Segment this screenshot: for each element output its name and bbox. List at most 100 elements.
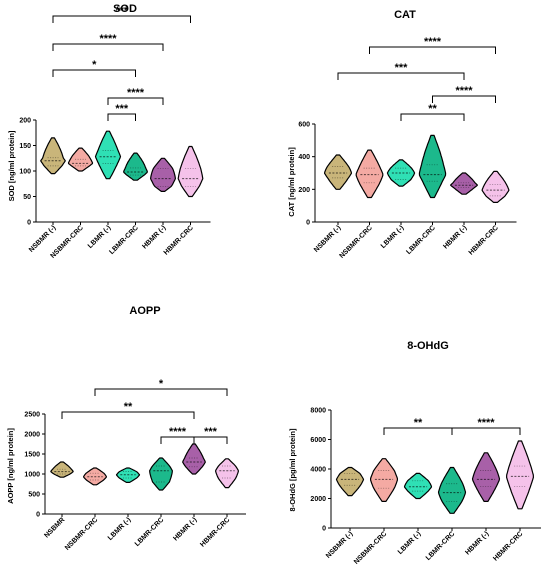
violin-shape	[149, 457, 173, 491]
category-label: NSBMR-CRC	[353, 530, 388, 565]
violin-shape	[355, 149, 384, 199]
category-label: NSBMR (-)	[325, 530, 354, 559]
y-tick-label: 8000	[310, 408, 326, 415]
aopp-panel: AOPP AOPP [ng/ml protein] 0 500 1000 1500 20…	[6, 305, 246, 552]
violin-shape	[40, 137, 66, 175]
category-label: LBMR (-)	[107, 516, 133, 542]
y-tick-label: 0	[306, 220, 310, 227]
significance-label: ****	[455, 85, 473, 97]
significance-label: ****	[424, 36, 442, 48]
significance-label: ***	[395, 62, 409, 74]
significance-bracket	[369, 46, 496, 54]
y-tick-label: 2500	[24, 412, 40, 419]
y-tick-label: 400	[298, 154, 310, 161]
category-label: HBMR (-)	[464, 530, 490, 556]
violin-shape	[437, 466, 467, 514]
significance-label: ***	[115, 103, 129, 115]
y-tick-label: 600	[298, 122, 310, 129]
significance-bracket	[107, 113, 136, 121]
y-tick-label: 150	[19, 143, 31, 150]
category-label: NSBMR	[43, 516, 66, 539]
y-tick-label: 200	[298, 187, 310, 194]
significance-bracket	[61, 411, 195, 419]
y-tick-label: 0	[27, 220, 31, 227]
y-tick-label: 0	[322, 526, 326, 533]
significance-bracket	[52, 43, 164, 51]
violin-shape	[150, 157, 176, 192]
y-tick-label: 1000	[24, 472, 40, 479]
significance-bracket	[337, 72, 465, 80]
significance-label: ****	[477, 417, 495, 429]
significance-label: **	[428, 103, 437, 115]
significance-bracket	[160, 436, 195, 444]
chart-title: CAT	[394, 9, 416, 21]
category-label: HBMR-CRC	[468, 224, 500, 256]
y-tick-label: 1500	[24, 452, 40, 459]
chart-title: AOPP	[129, 305, 160, 317]
category-label: LBMR (-)	[380, 224, 406, 250]
violin-shape	[335, 466, 365, 497]
significance-label: ****	[169, 426, 187, 438]
violin-shape	[215, 458, 239, 489]
y-axis-label: SOD [ng/ml protein]	[7, 130, 16, 201]
y-tick-label: 50	[23, 194, 31, 201]
violin-shape	[50, 461, 74, 478]
violin-shape	[370, 458, 398, 502]
category-label: NSBMR (-)	[28, 224, 57, 253]
category-label: NSBMR-CRC	[338, 224, 373, 259]
significance-label: *	[92, 59, 97, 71]
violin-shape	[94, 130, 122, 180]
violin-shape	[471, 452, 501, 502]
category-label: NSBMR (-)	[313, 224, 342, 253]
category-label: HBMR-CRC	[492, 530, 524, 562]
category-label: HBMR-CRC	[199, 516, 231, 548]
category-label: LBMR (-)	[87, 224, 113, 250]
significance-bracket	[94, 388, 228, 396]
category-label: HBMR-CRC	[163, 224, 195, 256]
violin-shape	[123, 152, 148, 181]
significance-bracket	[52, 69, 136, 77]
ohdg-panel: 8-OHdG 8-OHdG [pg/ml protein] 0 2000 4000 6…	[288, 340, 541, 566]
violin-shape	[418, 134, 447, 199]
category-label: NSBMR-CRC	[64, 516, 99, 551]
y-tick-label: 2000	[310, 496, 326, 503]
y-tick-label: 6000	[310, 437, 326, 444]
significance-bracket	[193, 436, 228, 444]
y-tick-label: 500	[28, 492, 40, 499]
y-tick-label: 2000	[24, 432, 40, 439]
category-label: HBMR (-)	[442, 224, 468, 250]
significance-label: **	[124, 401, 133, 413]
y-tick-label: 200	[19, 118, 31, 125]
significance-bracket	[451, 427, 521, 435]
violin-shape	[324, 154, 352, 190]
category-label: LBMR-CRC	[134, 516, 166, 548]
category-label: LBMR-CRC	[425, 530, 457, 562]
y-axis-label: 8-OHdG [pg/ml protein]	[288, 428, 297, 511]
category-label: HBMR (-)	[172, 516, 198, 542]
significance-bracket	[107, 97, 164, 105]
significance-label: ****	[127, 87, 145, 99]
y-tick-label: 100	[19, 169, 31, 176]
violin-shape	[450, 172, 478, 195]
significance-bracket	[432, 95, 496, 103]
violin-shape	[506, 440, 534, 510]
y-tick-label: 0	[36, 512, 40, 519]
y-tick-label: 4000	[310, 467, 326, 474]
sod-panel: SOD SOD [ng/ml protein] 0 50 100 150 200 NSBM…	[7, 3, 211, 260]
significance-bracket	[52, 15, 191, 23]
y-axis-label: CAT [ng/ml protein]	[287, 147, 296, 217]
cat-panel: CAT CAT [ng/ml protein] 0 200 400 600 NSBMR …	[287, 9, 517, 260]
category-label: LBMR-CRC	[405, 224, 437, 256]
significance-label: **	[414, 417, 423, 429]
significance-label: ****	[99, 33, 117, 45]
violin-shape	[403, 472, 433, 500]
significance-bracket	[383, 427, 453, 435]
violin-shape	[481, 170, 510, 203]
violin-shape	[177, 145, 204, 198]
violin-shape	[182, 443, 206, 475]
category-label: HBMR (-)	[141, 224, 167, 250]
chart-title: 8-OHdG	[407, 340, 449, 352]
chart-title: SOD	[113, 3, 137, 15]
category-label: LBMR (-)	[397, 530, 423, 556]
